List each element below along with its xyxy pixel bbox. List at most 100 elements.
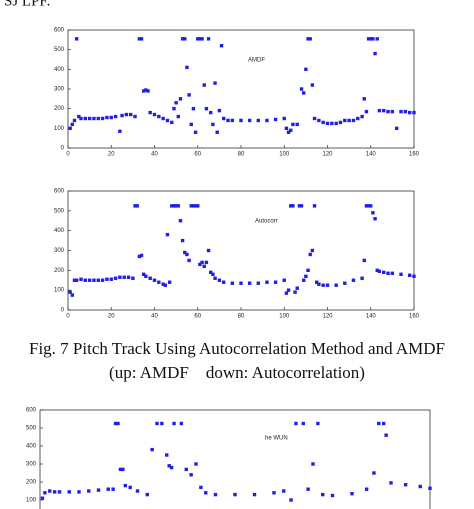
data-point (128, 485, 132, 490)
data-point (185, 252, 189, 257)
data-point (74, 37, 79, 41)
data-point (428, 486, 432, 490)
data-point (293, 290, 297, 294)
data-point (178, 219, 183, 223)
data-point (174, 101, 178, 105)
data-point (273, 280, 278, 284)
data-point (403, 109, 408, 114)
data-point (239, 281, 243, 285)
data-point (371, 211, 375, 215)
data-point (295, 286, 299, 290)
data-point (92, 278, 96, 282)
data-point (289, 128, 293, 132)
data-point (120, 113, 124, 118)
data-point (289, 498, 293, 502)
x-tick-label: 60 (194, 152, 201, 158)
data-point (83, 278, 87, 282)
data-point (167, 464, 171, 468)
data-point (172, 421, 176, 426)
data-point (217, 108, 222, 113)
data-point (124, 112, 129, 117)
data-point (165, 118, 170, 123)
data-point (100, 278, 105, 282)
data-point (109, 277, 113, 281)
data-point (321, 492, 325, 497)
y-tick-label: 500 (26, 426, 37, 432)
data-point (360, 114, 364, 119)
y-tick-label: 200 (54, 106, 65, 112)
data-point (306, 37, 310, 41)
data-point (306, 268, 310, 273)
data-point (92, 116, 96, 121)
x-tick-label: 20 (108, 314, 115, 320)
data-point (418, 484, 422, 489)
data-point (144, 274, 148, 278)
data-point (308, 37, 312, 41)
data-point (282, 116, 286, 121)
data-point (118, 275, 122, 279)
x-tick-label: 40 (151, 314, 158, 320)
data-point (372, 471, 376, 475)
data-point (161, 116, 165, 121)
data-point (121, 467, 125, 472)
header-text: SJ LPF. (4, 0, 50, 9)
data-point (157, 114, 161, 119)
y-tick-label: 300 (54, 87, 65, 93)
data-point (382, 270, 386, 275)
x-tick-label: 120 (322, 314, 333, 320)
data-point (145, 492, 149, 497)
data-point (377, 269, 382, 274)
data-point (384, 433, 388, 437)
data-point (304, 274, 308, 278)
x-tick-label: 0 (66, 152, 70, 158)
data-point (189, 122, 193, 127)
data-point (116, 421, 120, 426)
data-point (265, 118, 269, 123)
data-point (306, 487, 310, 491)
data-point (113, 114, 118, 119)
data-point (217, 278, 222, 282)
data-point (362, 258, 366, 263)
data-point (113, 276, 118, 280)
data-point (343, 118, 347, 123)
data-point (213, 492, 218, 497)
data-point (198, 37, 202, 41)
data-point (178, 97, 183, 101)
y-tick-label: 400 (54, 228, 65, 234)
x-tick-label: 160 (409, 314, 420, 320)
data-point (369, 204, 373, 208)
data-point (386, 271, 390, 276)
x-tick-label: 80 (238, 152, 245, 158)
y-tick-label: 300 (26, 462, 37, 468)
plot-frame (67, 190, 415, 311)
data-point (68, 290, 72, 294)
plot-annotation: Autocorr (255, 219, 278, 225)
data-point (184, 467, 188, 472)
data-point (135, 204, 139, 208)
data-point (139, 253, 144, 258)
data-point (157, 280, 161, 284)
data-point (196, 37, 200, 41)
data-point (187, 93, 191, 97)
data-point (343, 281, 347, 285)
data-point (330, 493, 335, 498)
data-point (222, 280, 226, 284)
data-point (297, 204, 302, 208)
data-point (155, 421, 159, 426)
data-point (163, 283, 168, 287)
data-point (286, 288, 291, 292)
data-point (247, 281, 252, 285)
data-point (105, 115, 109, 120)
data-point (209, 270, 213, 275)
data-point (96, 116, 100, 121)
data-point (256, 118, 260, 123)
data-point (77, 114, 81, 119)
data-point (204, 260, 209, 265)
data-point (170, 204, 174, 208)
data-point (160, 421, 164, 426)
data-point (209, 110, 213, 115)
y-tick-label: 500 (54, 208, 65, 214)
data-point (338, 120, 343, 125)
